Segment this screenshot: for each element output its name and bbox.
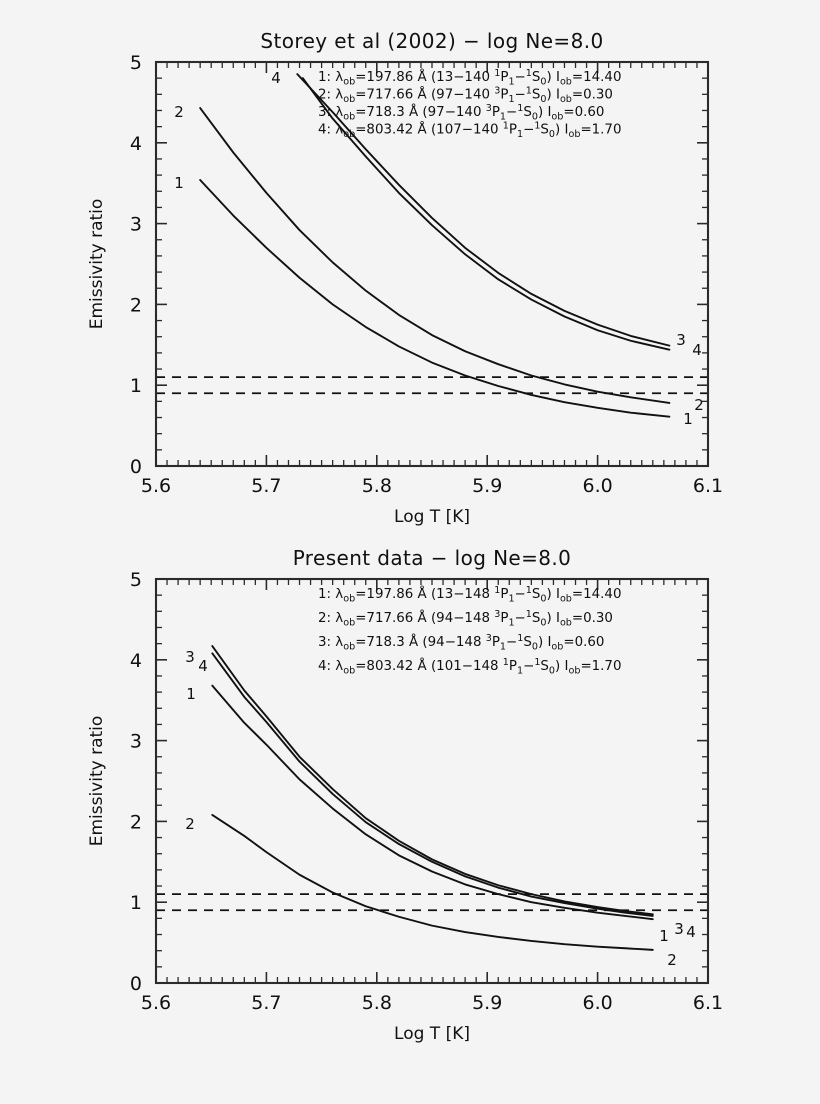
curve-label-1: 1: [659, 927, 669, 945]
y-tick-label: 4: [130, 133, 142, 155]
x-tick-label: 5.6: [141, 475, 171, 497]
curve-label-3: 3: [674, 920, 684, 938]
curve-label-1: 1: [186, 685, 196, 703]
x-tick-label: 5.8: [362, 992, 392, 1014]
curve-2: [211, 813, 654, 951]
x-tick-label: 6.1: [693, 475, 723, 497]
legend-entry: 1: λob=197.86 Å (13−148 1P1−1S0) Iob=14.…: [318, 585, 621, 604]
chart-panel-storey: Storey et al (2002) − log Ne=8.0 5.6 5.7 5.…: [0, 0, 820, 540]
chart-panel-present: Present data − log Ne=8.0 5.6 5.7 5.8 5.9 6.0…: [0, 540, 820, 1104]
curve-label-4: 4: [271, 69, 281, 87]
chart-title: Present data − log Ne=8.0: [293, 546, 572, 570]
curve-label-2: 2: [694, 396, 704, 414]
curve-1: [199, 179, 671, 418]
y-axis-label: Emissivity ratio: [87, 199, 107, 330]
y-tick-label: 2: [130, 294, 142, 316]
y-axis-label: Emissivity ratio: [87, 716, 107, 847]
y-tick-label: 2: [130, 811, 142, 833]
legend-entry: 3: λob=718.3 Å (94−148 3P1−1S0) Iob=0.60: [318, 633, 604, 652]
legend-entry: 1: λob=197.86 Å (13−140 1P1−1S0) Iob=14.…: [318, 68, 621, 87]
x-tick-label: 6.1: [693, 992, 723, 1014]
x-tick-label: 5.8: [362, 475, 392, 497]
y-tick-label: 0: [130, 456, 142, 478]
curve-4: [211, 652, 654, 917]
x-tick-label: 5.6: [141, 992, 171, 1014]
curve-label-4: 4: [686, 923, 696, 941]
legend-entry: 4: λob=803.42 Å (107−140 1P1−1S0) Iob=1.…: [318, 121, 621, 140]
chart-svg: Storey et al (2002) − log Ne=8.0 5.6 5.7 5.…: [87, 29, 723, 527]
legend-entry: 3: λob=718.3 Å (97−140 3P1−1S0) Iob=0.60: [318, 103, 604, 122]
curve-3: [211, 645, 654, 916]
x-axis-label: Log T [K]: [394, 1024, 470, 1044]
curve-label-2: 2: [185, 815, 195, 833]
y-tick-label: 5: [130, 52, 142, 74]
y-tick-label: 1: [130, 892, 142, 914]
x-tick-label: 5.7: [251, 992, 281, 1014]
chart-title: Storey et al (2002) − log Ne=8.0: [260, 29, 603, 53]
x-tick-label: 5.7: [251, 475, 281, 497]
curve-label-3: 3: [185, 648, 195, 666]
curve-2: [199, 107, 671, 404]
curve-3: [296, 73, 671, 347]
chart-svg: Present data − log Ne=8.0 5.6 5.7 5.8 5.9 6.0…: [87, 546, 723, 1044]
x-axis-label: Log T [K]: [394, 507, 470, 527]
legend-entry: 2: λob=717.66 Å (97−140 3P1−1S0) Iob=0.3…: [318, 86, 613, 105]
y-tick-label: 5: [130, 569, 142, 591]
curve-label-3: 3: [676, 331, 686, 349]
curve-label-2: 2: [667, 951, 677, 969]
x-tick-label: 6.0: [582, 992, 612, 1014]
curve-label-1: 1: [683, 410, 693, 428]
legend-entry: 2: λob=717.66 Å (94−148 3P1−1S0) Iob=0.3…: [318, 609, 613, 628]
x-tick-label: 5.9: [472, 475, 502, 497]
curve-4: [301, 77, 671, 351]
y-tick-label: 0: [130, 973, 142, 995]
y-tick-label: 3: [130, 214, 142, 236]
curve-label-4: 4: [692, 341, 702, 359]
x-tick-label: 5.9: [472, 992, 502, 1014]
y-tick-label: 1: [130, 375, 142, 397]
curve-label-2: 2: [174, 103, 184, 121]
legend-entry: 4: λob=803.42 Å (101−148 1P1−1S0) Iob=1.…: [318, 657, 621, 676]
curve-label-1: 1: [174, 174, 184, 192]
y-tick-label: 3: [130, 731, 142, 753]
curve-label-4: 4: [198, 657, 208, 675]
curve-1: [211, 684, 654, 921]
x-tick-label: 6.0: [582, 475, 612, 497]
y-tick-label: 4: [130, 650, 142, 672]
